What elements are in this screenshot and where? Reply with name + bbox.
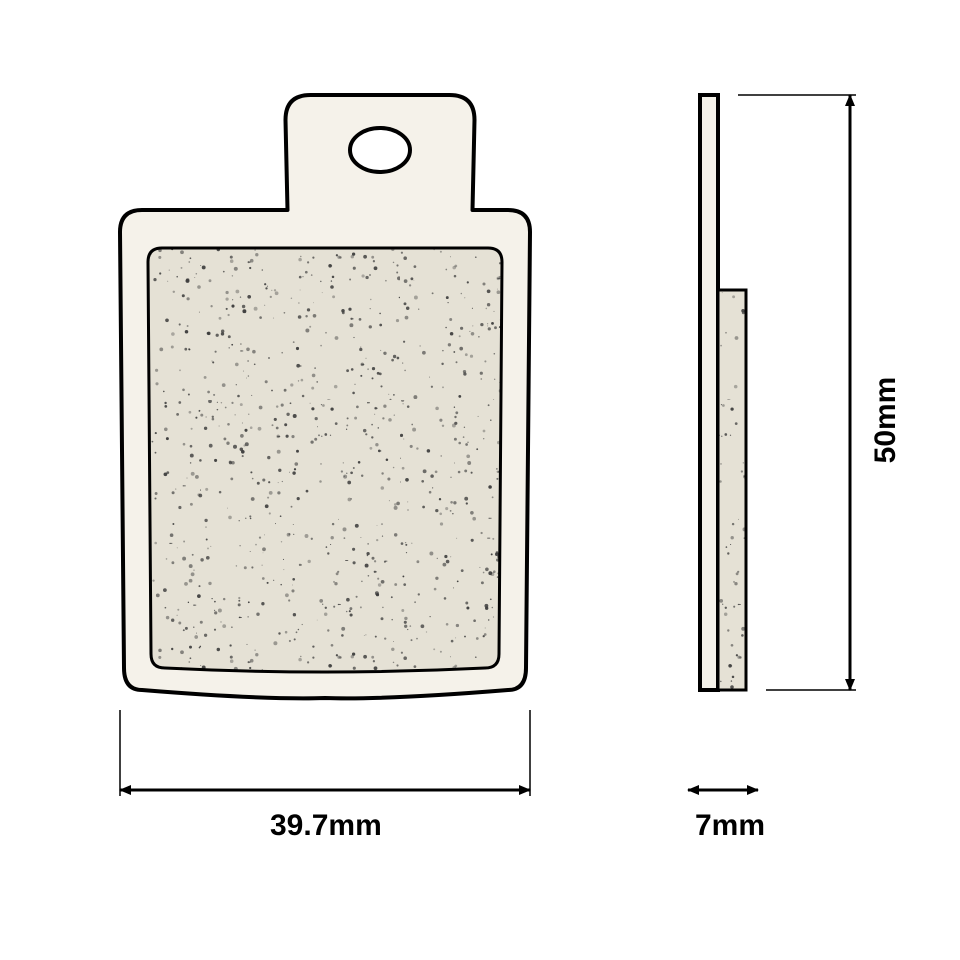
dimension-thickness-label: 7mm	[695, 809, 765, 842]
dimension-width-label: 39.7mm	[270, 809, 382, 842]
mounting-hole	[350, 128, 410, 172]
dimension-height-label: 50mm	[869, 377, 902, 464]
dimension-height: 50mm	[850, 95, 902, 690]
front-view	[120, 95, 530, 698]
dimension-thickness: 7mm	[688, 790, 765, 842]
backing-plate-side	[700, 95, 718, 690]
friction-material-front	[148, 248, 502, 672]
dimension-width: 39.7mm	[120, 790, 530, 842]
side-view	[700, 95, 746, 690]
friction-material-side	[718, 290, 746, 690]
